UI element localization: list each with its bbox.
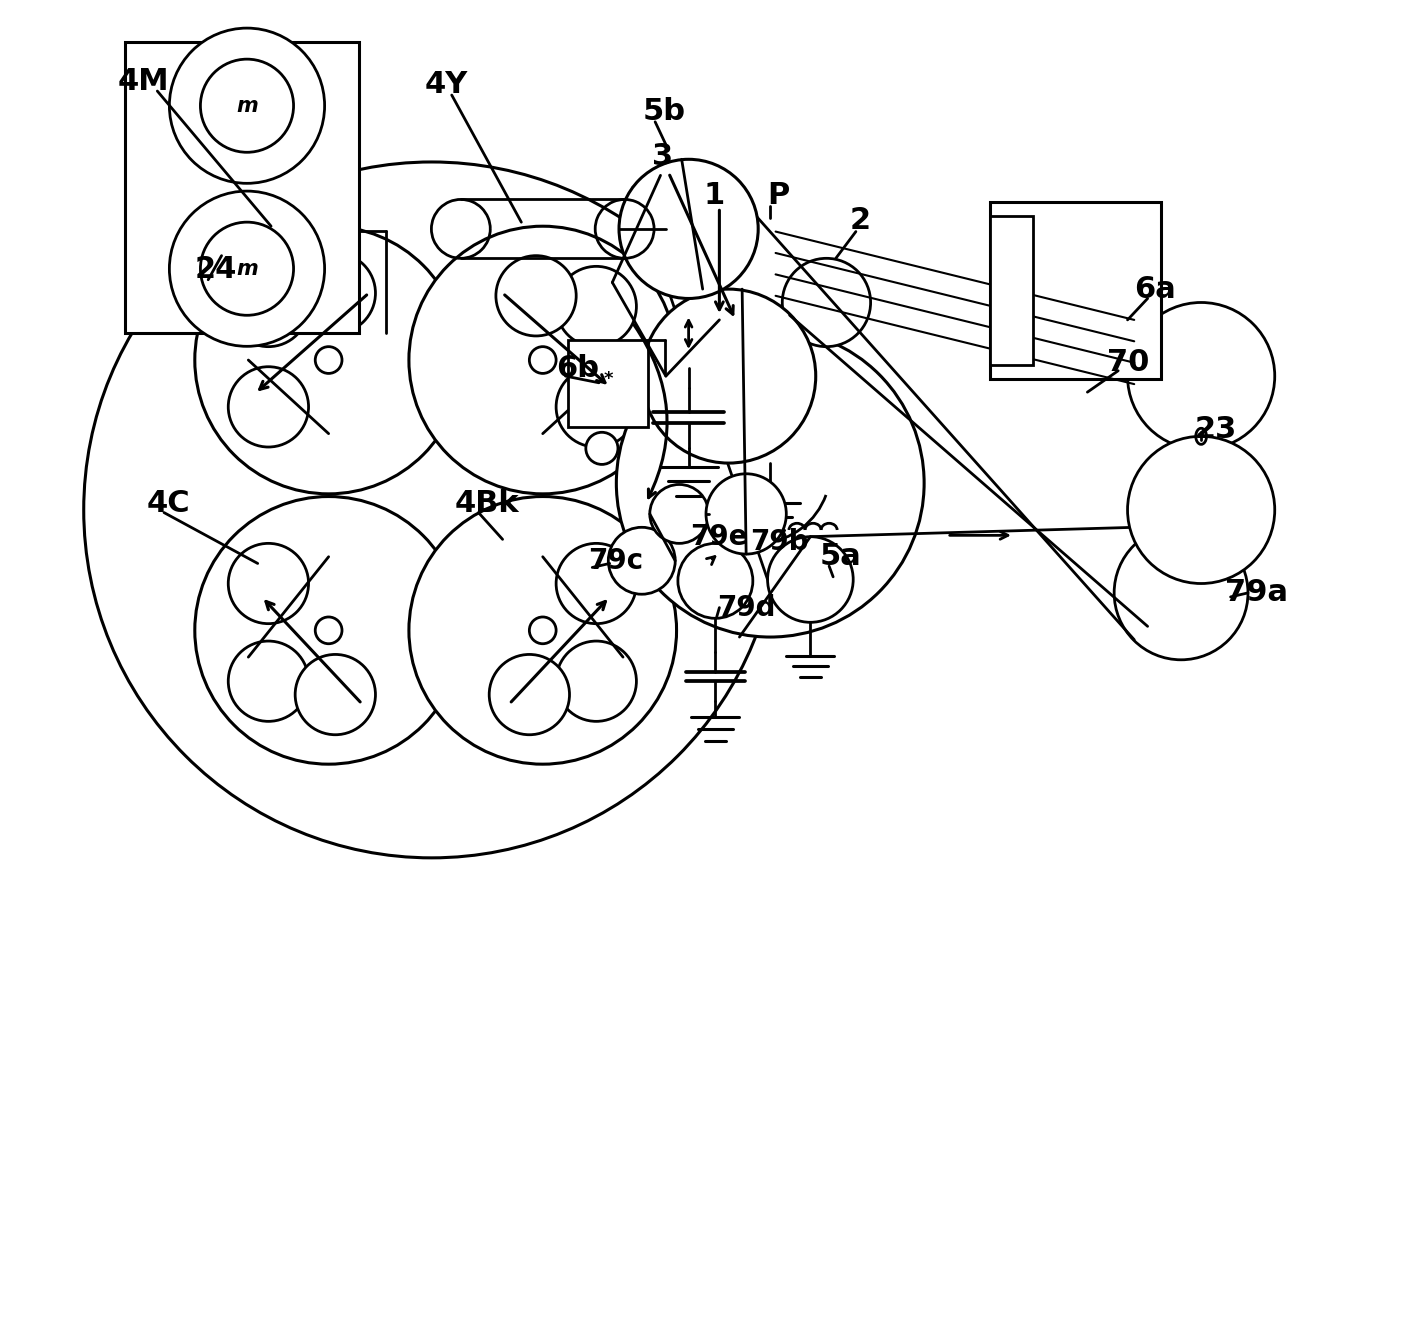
Circle shape (642, 290, 816, 463)
Circle shape (617, 330, 923, 637)
Circle shape (530, 617, 556, 644)
Circle shape (618, 160, 758, 299)
Circle shape (195, 227, 463, 493)
Circle shape (678, 543, 753, 618)
Circle shape (169, 192, 325, 346)
Circle shape (489, 654, 569, 735)
Circle shape (315, 617, 342, 644)
Circle shape (409, 496, 676, 764)
Circle shape (169, 28, 325, 184)
Text: P: P (768, 181, 789, 211)
Text: 79c: 79c (589, 547, 644, 575)
Circle shape (315, 347, 342, 373)
Text: 3: 3 (652, 142, 674, 172)
Text: 4C: 4C (147, 488, 191, 518)
Text: 4M: 4M (117, 67, 169, 97)
Circle shape (201, 59, 294, 153)
Circle shape (496, 256, 576, 337)
Text: 2: 2 (849, 207, 870, 236)
Circle shape (1128, 303, 1275, 449)
Text: 23: 23 (1195, 416, 1237, 444)
Circle shape (295, 253, 376, 334)
Text: 1: 1 (703, 181, 724, 211)
Circle shape (650, 484, 709, 543)
Text: 5b: 5b (642, 97, 686, 126)
Text: 79a: 79a (1226, 578, 1288, 607)
Text: 4Bk: 4Bk (455, 488, 520, 518)
Text: m: m (236, 259, 258, 279)
Circle shape (768, 536, 853, 622)
Circle shape (195, 496, 463, 764)
Circle shape (782, 259, 871, 347)
Bar (568, 341, 648, 426)
Text: 79d: 79d (717, 594, 775, 622)
Circle shape (1114, 526, 1248, 660)
Circle shape (586, 432, 618, 464)
Text: 70: 70 (1107, 349, 1149, 377)
Circle shape (229, 366, 309, 447)
Circle shape (229, 543, 309, 624)
Circle shape (530, 347, 556, 373)
Circle shape (556, 267, 637, 347)
Circle shape (229, 641, 309, 721)
Circle shape (609, 527, 675, 594)
Text: 24: 24 (195, 255, 237, 283)
Circle shape (556, 366, 637, 447)
Circle shape (556, 641, 637, 721)
Circle shape (229, 267, 309, 347)
Circle shape (83, 162, 779, 858)
Circle shape (706, 473, 786, 554)
Circle shape (295, 654, 376, 735)
Text: 6a: 6a (1134, 275, 1176, 303)
Circle shape (1128, 436, 1275, 583)
Text: 6b: 6b (556, 354, 599, 382)
Text: 79e: 79e (690, 523, 747, 551)
Bar (990, 216, 1032, 365)
Text: 5a: 5a (820, 542, 861, 571)
Bar (126, 42, 360, 334)
Bar (990, 202, 1161, 378)
Text: *: * (603, 370, 613, 388)
Circle shape (409, 227, 676, 493)
Circle shape (201, 223, 294, 315)
Text: 4Y: 4Y (425, 70, 469, 99)
Text: 79b: 79b (750, 528, 809, 557)
Text: m: m (236, 95, 258, 115)
Circle shape (556, 543, 637, 624)
